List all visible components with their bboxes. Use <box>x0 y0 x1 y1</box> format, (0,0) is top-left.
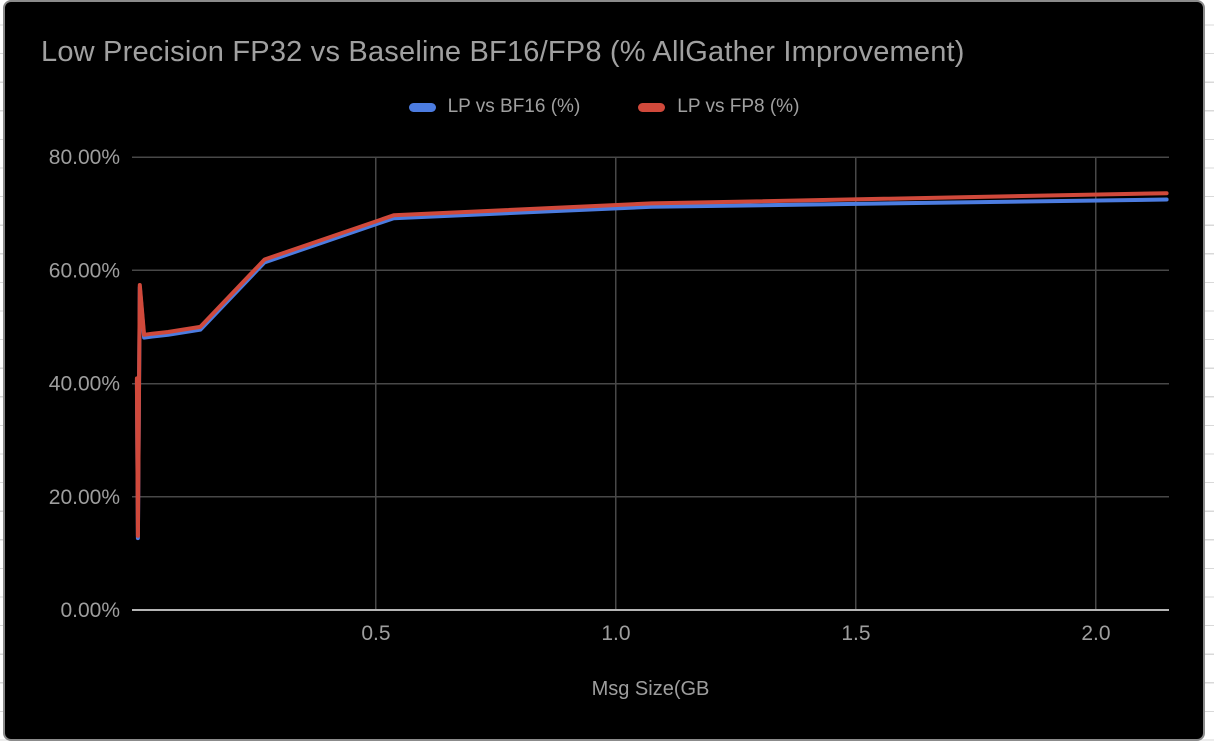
legend-label: LP vs BF16 (%) <box>447 96 581 117</box>
legend-label: LP vs FP8 (%) <box>677 96 800 117</box>
x-tick-label-0.5: 0.5 <box>361 622 390 645</box>
x-tick-label-1.0: 1.0 <box>601 622 630 645</box>
x-tick-label-1.5: 1.5 <box>841 622 870 645</box>
x-axis-title: Msg Size(GB <box>591 678 710 700</box>
chart-title: Low Precision FP32 vs Baseline BF16/FP8 … <box>41 36 965 68</box>
y-tick-label-60: 60.00% <box>49 259 120 282</box>
plot-area[interactable]: 0.00% 20.00% 40.00% 60.00% 80.00% 0.5 1.0 1.5 2.… <box>5 2 1203 739</box>
legend-item-lp-vs-fp8[interactable]: LP vs FP8 (%) <box>638 96 799 118</box>
series-line-lp-vs-fp8[interactable] <box>134 191 1169 538</box>
y-tick-label-0: 0.00% <box>60 599 120 622</box>
y-tick-label-80: 80.00% <box>49 146 120 169</box>
y-tick-label-40: 40.00% <box>49 373 120 396</box>
legend-item-lp-vs-bf16[interactable]: LP vs BF16 (%) <box>408 96 581 118</box>
legend: LP vs BF16 (%) LP vs FP8 (%) <box>5 96 1203 118</box>
y-tick-label-20: 20.00% <box>49 486 120 509</box>
legend-swatch-icon <box>638 102 666 112</box>
legend-swatch-icon <box>408 102 436 112</box>
x-tick-label-2.0: 2.0 <box>1081 622 1110 645</box>
chart-canvas[interactable]: Low Precision FP32 vs Baseline BF16/FP8 … <box>3 0 1205 741</box>
